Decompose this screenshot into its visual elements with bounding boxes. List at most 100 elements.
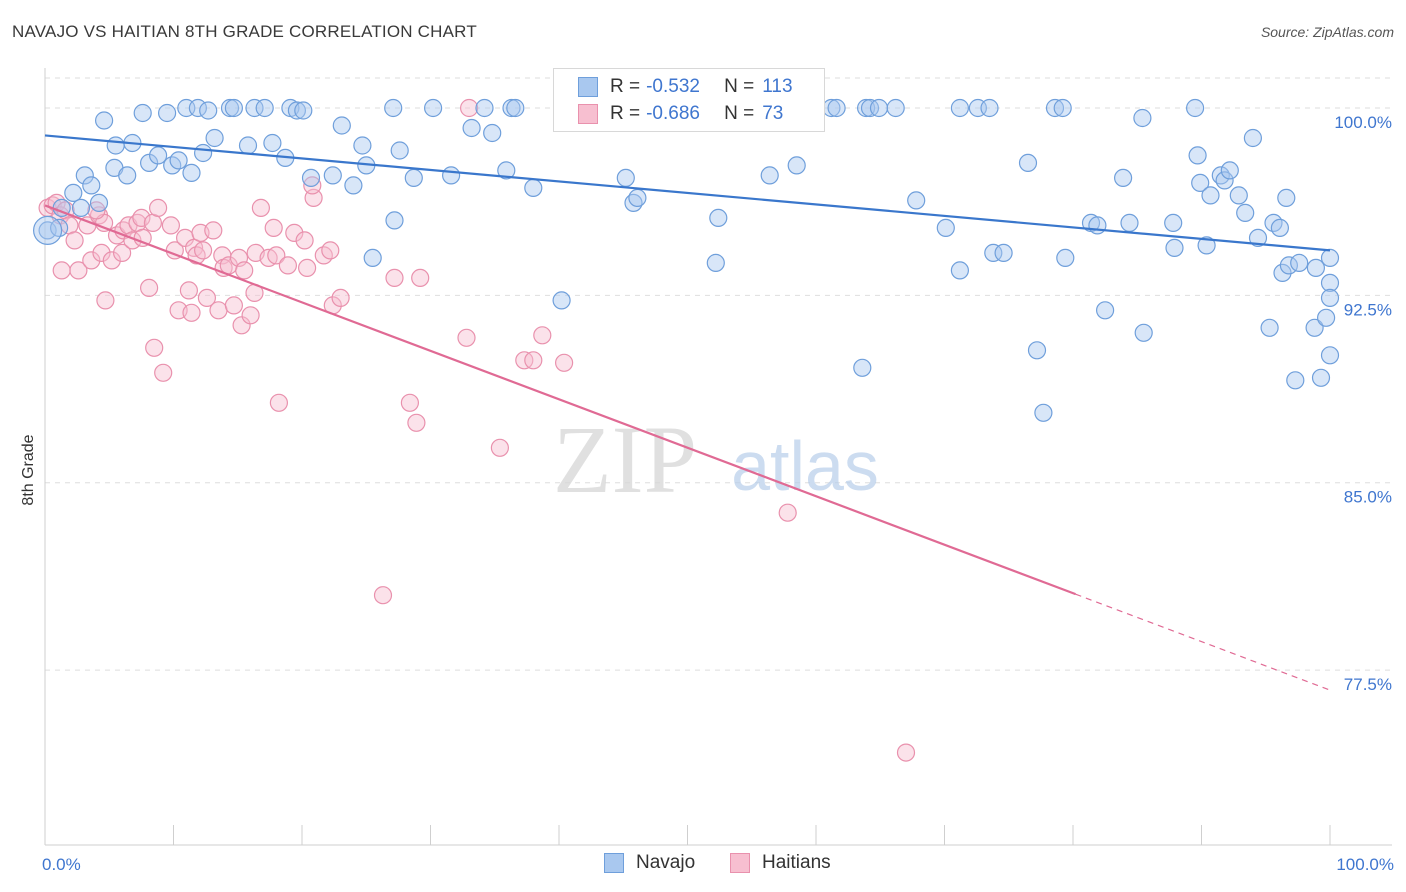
navajo-legend-label: Navajo	[636, 852, 696, 873]
haitians-point	[209, 301, 228, 320]
navajo-point	[984, 243, 1003, 262]
navajo-point	[1188, 146, 1207, 165]
navajo-point	[980, 98, 999, 118]
r-value: -0.686	[646, 103, 700, 124]
grid-lines	[45, 77, 1392, 671]
haitians-point	[554, 353, 574, 372]
navajo-point	[245, 98, 264, 118]
navajo-point	[301, 168, 321, 187]
haitians-point	[96, 291, 115, 310]
navajo-point	[628, 188, 647, 207]
navajo-point	[1305, 318, 1324, 337]
navajo-point	[760, 166, 779, 185]
navajo-point	[353, 136, 372, 155]
haitians-point	[65, 231, 84, 250]
navajo-point	[1290, 253, 1309, 272]
navajo-point	[169, 151, 188, 170]
navajo-point	[886, 98, 905, 118]
r-label: R =	[610, 76, 641, 97]
n-label: N =	[724, 76, 755, 97]
navajo-point	[255, 98, 274, 118]
navajo-point	[950, 98, 970, 118]
navajo-point	[94, 111, 114, 130]
haitians-point	[112, 243, 132, 262]
navajo-point	[384, 98, 403, 118]
navajo-point	[1201, 186, 1220, 205]
tick-labels: 77.5% 85.0% 92.5% 100.0% 0.0% 100.0%	[42, 113, 1394, 874]
navajo-point	[363, 248, 382, 267]
navajo-point	[404, 168, 423, 187]
navajo-point	[936, 218, 955, 237]
haitians-point	[114, 221, 133, 240]
n-value: 113	[762, 76, 793, 97]
haitians-points	[38, 98, 916, 762]
navajo-point	[1185, 98, 1205, 118]
navajo-point	[1320, 288, 1340, 307]
haitians-point	[241, 306, 260, 325]
navajo-point	[344, 176, 363, 195]
navajo-point	[1133, 108, 1152, 128]
navajo-point	[856, 98, 876, 118]
navajo-point	[424, 98, 443, 118]
x-tick-label: 0.0%	[42, 855, 81, 874]
haitians-point	[269, 393, 288, 412]
legend-item-navajo[interactable]: Navajo	[604, 852, 695, 874]
navajo-point	[1320, 346, 1340, 365]
navajo-point	[475, 98, 494, 118]
y-tick-label: 85.0%	[1344, 488, 1392, 507]
haitians-point	[179, 281, 198, 300]
haitians-point	[197, 288, 216, 307]
n-value: 73	[762, 103, 784, 124]
navajo-point	[194, 143, 213, 163]
haitians-point	[92, 243, 111, 262]
navajo-point	[1273, 263, 1292, 282]
haitians-legend-swatch	[730, 853, 750, 873]
watermark-zip: ZIP	[553, 406, 697, 513]
haitians-point	[278, 256, 297, 275]
navajo-point	[332, 116, 351, 135]
navajo-point	[75, 166, 94, 185]
navajo-point	[1236, 203, 1255, 222]
haitians-point	[533, 326, 552, 345]
navajo-point	[118, 166, 137, 185]
haitians-point	[400, 393, 419, 412]
navajo-point	[506, 98, 525, 118]
haitians-point	[224, 296, 243, 315]
navajo-point	[1220, 161, 1239, 180]
navajo-point	[158, 103, 177, 123]
haitians-point	[295, 231, 314, 250]
navajo-point	[1320, 248, 1340, 267]
haitians-point	[132, 208, 151, 227]
legend-item-haitians[interactable]: Haitians	[730, 852, 831, 874]
navajo-point	[1277, 188, 1296, 207]
navajo-point	[1165, 238, 1184, 257]
navajo-point	[1120, 213, 1139, 232]
navajo-point	[994, 243, 1013, 262]
y-tick-label: 77.5%	[1344, 675, 1392, 694]
navajo-point	[853, 358, 872, 377]
navajo-point	[1095, 301, 1115, 320]
navajo-point	[199, 101, 218, 120]
haitians-point	[411, 268, 430, 287]
haitians-point	[52, 261, 71, 280]
navajo-point	[1286, 371, 1305, 390]
axes	[44, 68, 1392, 846]
haitians-point	[82, 251, 101, 270]
haitians-point	[298, 258, 317, 277]
haitians-trend-line	[44, 204, 1076, 596]
haitians-point	[778, 503, 797, 522]
watermark-atlas: atlas	[731, 427, 879, 505]
navajo-point	[462, 118, 481, 138]
navajo-point	[1248, 228, 1268, 247]
navajo-legend-swatch	[604, 853, 624, 873]
haitians-point	[232, 316, 251, 335]
navajo-point	[1053, 98, 1072, 118]
haitians-point	[457, 328, 476, 347]
n-label: N =	[724, 103, 755, 124]
navajo-point	[238, 136, 258, 155]
navajo-point	[323, 166, 342, 185]
navajo-point	[38, 221, 57, 240]
y-tick-label: 100.0%	[1334, 113, 1392, 132]
chart-title: NAVAJO VS HAITIAN 8TH GRADE CORRELATION …	[12, 22, 477, 41]
